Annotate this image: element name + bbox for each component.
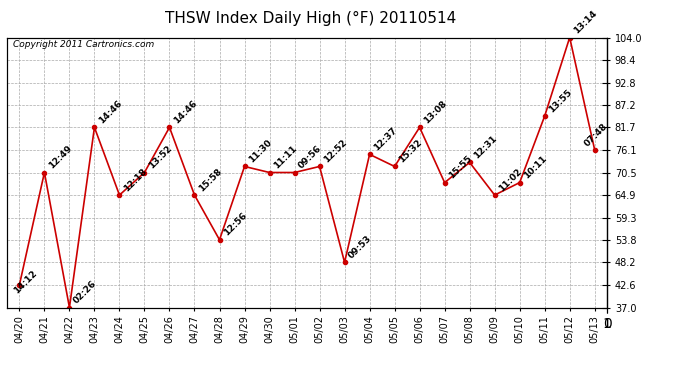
Text: Copyright 2011 Cartronics.com: Copyright 2011 Cartronics.com: [13, 40, 154, 49]
Text: 10:11: 10:11: [522, 154, 549, 180]
Text: THSW Index Daily High (°F) 20110514: THSW Index Daily High (°F) 20110514: [165, 11, 456, 26]
Text: 13:55: 13:55: [547, 87, 574, 114]
Text: 14:46: 14:46: [172, 99, 199, 125]
Text: 13:08: 13:08: [422, 99, 448, 125]
Text: 14:46: 14:46: [97, 99, 124, 125]
Text: 12:49: 12:49: [47, 144, 74, 171]
Text: 09:56: 09:56: [297, 144, 324, 171]
Text: 12:31: 12:31: [472, 134, 499, 160]
Text: 11:30: 11:30: [247, 138, 273, 165]
Text: 11:02: 11:02: [497, 166, 524, 193]
Text: 12:37: 12:37: [372, 126, 399, 152]
Text: 02:26: 02:26: [72, 279, 99, 306]
Text: 07:48: 07:48: [582, 121, 609, 148]
Text: 11:11: 11:11: [272, 144, 299, 171]
Text: 12:52: 12:52: [322, 138, 348, 165]
Text: 09:53: 09:53: [347, 234, 374, 260]
Text: 14:12: 14:12: [12, 268, 39, 295]
Text: 15:55: 15:55: [447, 154, 474, 180]
Text: 15:58: 15:58: [197, 166, 224, 193]
Text: 13:52: 13:52: [147, 144, 174, 171]
Text: 12:56: 12:56: [222, 211, 248, 238]
Text: 15:32: 15:32: [397, 138, 424, 165]
Text: 12:18: 12:18: [122, 166, 148, 193]
Text: 13:14: 13:14: [572, 9, 599, 36]
